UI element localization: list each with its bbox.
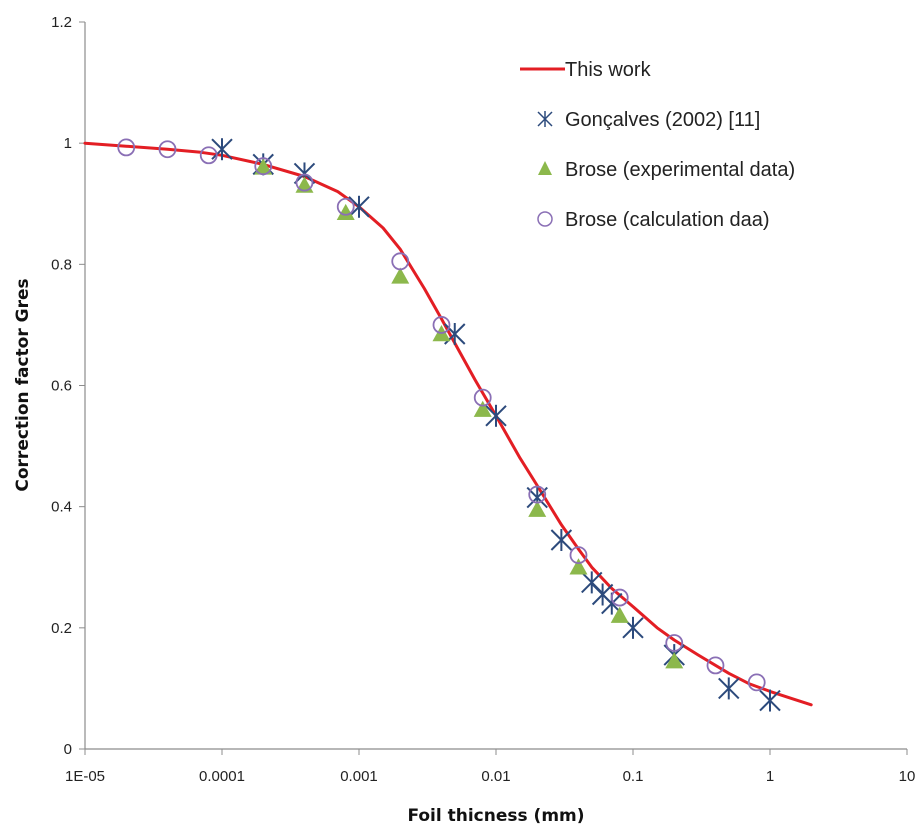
y-tick-label: 0 [64,741,72,758]
data-point [199,146,218,165]
x-tick-label: 0.001 [340,768,378,785]
data-point [759,689,781,712]
data-point [391,252,410,271]
data-point [747,673,766,692]
y-tick-label: 1.2 [51,14,72,31]
legend-item-3: Brose (experimental data) [538,159,795,181]
legend-item-2: Gonçalves (2002) [11] [537,109,760,131]
data-point [485,404,507,427]
data-point [718,677,740,700]
data-point [665,652,684,669]
data-point [348,195,370,218]
data-point [473,388,492,407]
y-tick-label: 0.6 [51,378,72,395]
data-point [610,606,629,623]
data-point [158,140,177,159]
data-point [254,158,273,175]
data-point [706,656,725,675]
legend: This work Gonçalves (2002) [11] Brose (exp… [520,59,795,231]
legend-swatch-circle [537,211,553,227]
data-point [211,138,233,161]
x-tick-label: 0.0001 [199,768,245,785]
y-tick-label: 0.8 [51,256,72,273]
legend-swatch-triangle [538,161,552,175]
data-point [550,528,573,551]
data-point [295,173,314,192]
x-tick-label: 1E-05 [65,768,105,785]
legend-item-1: This work [520,59,652,81]
x-tick-label: 0.1 [623,768,644,785]
legend-item-4: Brose (calculation daa) [537,209,770,231]
legend-label: This work [565,59,652,81]
data-point [391,267,410,284]
data-point [117,138,136,157]
legend-swatch-asterisk [537,111,553,127]
data-point [528,485,547,504]
axes [84,22,907,750]
series-4 [117,138,766,692]
y-tick-label: 0.4 [51,499,72,516]
legend-label: Brose (experimental data) [565,159,795,181]
legend-label: Brose (calculation daa) [565,209,770,231]
y-tick-label: 0.2 [51,620,72,637]
data-point [473,400,492,417]
data-point [336,197,355,216]
data-point [432,316,451,334]
series-layer [83,138,813,712]
x-tick-label: 10 [899,768,916,785]
x-axis-title: Foil thicness (mm) [407,806,584,826]
y-axis-title: Correction factor Gres [13,278,33,491]
legend-label: Gonçalves (2002) [11] [565,109,760,131]
x-tick-label: 0.01 [481,768,510,785]
data-point [336,203,355,221]
data-point [665,634,684,652]
data-point [569,558,588,575]
data-point [444,323,466,346]
data-point [254,157,273,176]
series-3 [254,158,684,669]
ticks: 1E-05 0.0001 0.001 0.01 0.1 1 10 0 0.2 0.4 0.6 0.8 1… [51,14,915,785]
data-point [610,588,629,607]
x-tick-label: 1 [766,768,774,785]
y-tick-label: 1 [64,135,72,152]
data-point [569,546,588,565]
data-point [528,500,547,517]
